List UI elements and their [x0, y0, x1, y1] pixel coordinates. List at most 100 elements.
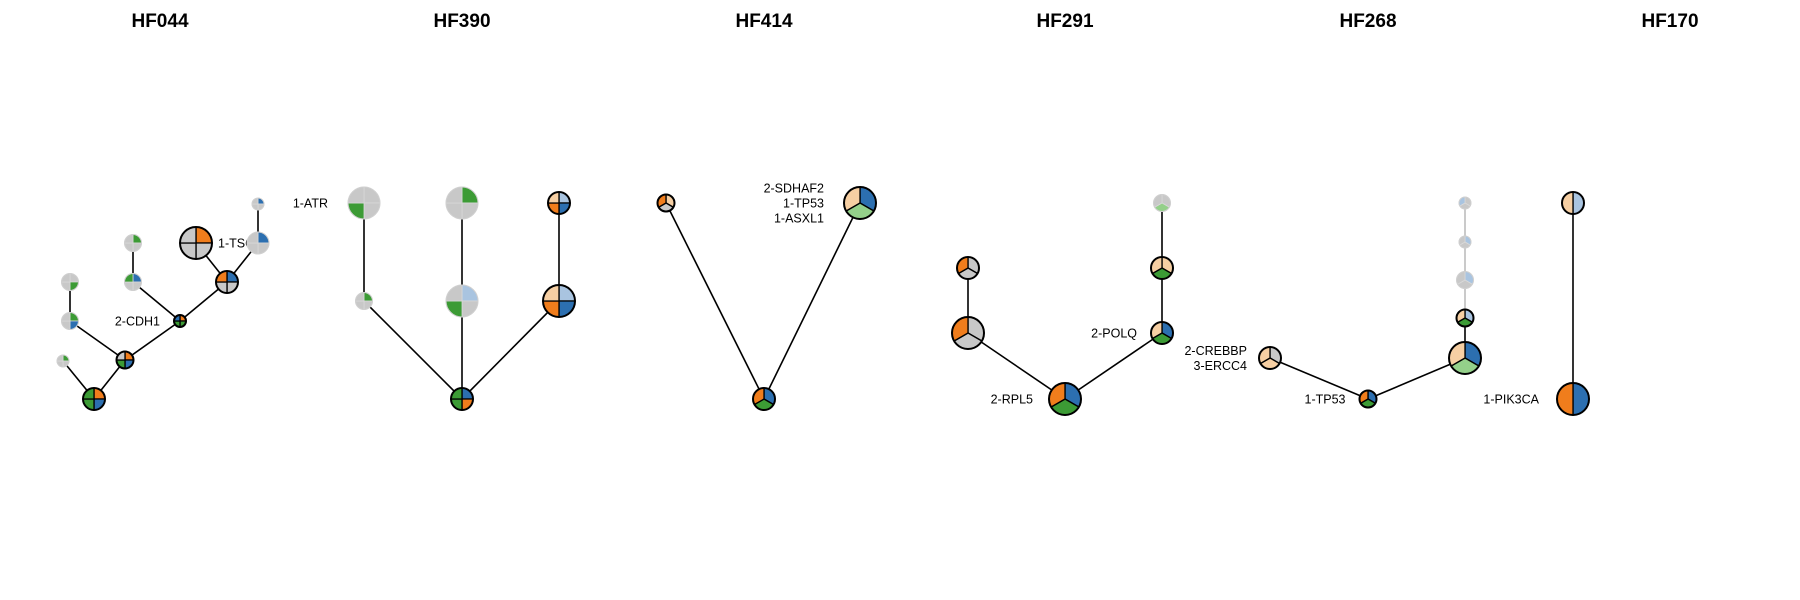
- clone-node-g[interactable]: [124, 234, 142, 252]
- tree-edge: [124, 320, 181, 361]
- mutation-label: 3-ERCC4: [1194, 359, 1248, 373]
- clone-node-b[interactable]: [956, 256, 980, 280]
- clone-node-r[interactable]: [450, 387, 474, 411]
- clone-node-e[interactable]: [1458, 235, 1472, 249]
- tree-edge: [461, 300, 560, 400]
- pie-slice: [1572, 191, 1585, 215]
- clone-node-c[interactable]: [445, 284, 479, 318]
- node-outline: [956, 256, 980, 280]
- clone-node-e[interactable]: [1153, 194, 1171, 212]
- clone-node-c[interactable]: [1150, 321, 1174, 345]
- node-outline: [542, 284, 576, 318]
- node-outline: [173, 314, 187, 328]
- node-outline: [1458, 196, 1472, 210]
- node-outline: [1455, 308, 1475, 328]
- clone-node-f[interactable]: [547, 191, 571, 215]
- node-outline: [1153, 194, 1171, 212]
- tree-edge: [763, 202, 861, 400]
- node-outline: [1258, 346, 1282, 370]
- node-outline: [347, 186, 381, 220]
- panel-title: HF044: [131, 11, 188, 32]
- panel-title: HF390: [433, 11, 490, 32]
- clone-node-k[interactable]: [251, 197, 265, 211]
- node-outline: [124, 234, 142, 252]
- node-outline: [115, 350, 135, 370]
- node-outline: [1556, 382, 1590, 416]
- tree-edge: [69, 320, 126, 361]
- clone-node-b[interactable]: [1448, 341, 1482, 375]
- clone-node-d[interactable]: [445, 186, 479, 220]
- clone-node-f[interactable]: [1458, 196, 1472, 210]
- clone-node-r[interactable]: [1358, 389, 1378, 409]
- clone-node-e[interactable]: [173, 314, 187, 328]
- node-outline: [450, 387, 474, 411]
- clone-node-a[interactable]: [56, 354, 70, 368]
- mutation-label: 1-ATR: [293, 197, 328, 211]
- node-outline: [124, 273, 142, 291]
- node-outline: [656, 193, 676, 213]
- mutation-label: 1-TP53: [1305, 393, 1346, 407]
- tree-panel-hf291: HF291 2-RPL5 2-POLQ: [951, 11, 1174, 416]
- clone-node-a[interactable]: [1561, 191, 1585, 215]
- clone-node-r[interactable]: [1048, 382, 1082, 416]
- clone-node-d[interactable]: [1150, 256, 1174, 280]
- pie-slice: [1561, 191, 1574, 215]
- clone-node-d[interactable]: [61, 273, 79, 291]
- node-outline: [1150, 256, 1174, 280]
- mutation-label: 2-POLQ: [1091, 327, 1137, 341]
- clone-node-e[interactable]: [542, 284, 576, 318]
- tree-edge: [665, 202, 765, 400]
- clone-node-r[interactable]: [82, 387, 106, 411]
- clone-node-b[interactable]: [843, 186, 877, 220]
- node-outline: [61, 273, 79, 291]
- clone-node-h[interactable]: [215, 270, 239, 294]
- node-outline: [951, 316, 985, 350]
- clone-node-j[interactable]: [246, 231, 270, 255]
- clone-node-a[interactable]: [355, 292, 373, 310]
- clone-node-c[interactable]: [1455, 308, 1475, 328]
- tree-edge: [1064, 332, 1163, 400]
- panel-title: HF414: [735, 11, 792, 32]
- clone-node-d[interactable]: [1456, 271, 1474, 289]
- clone-node-i[interactable]: [179, 226, 213, 260]
- node-outline: [251, 197, 265, 211]
- mutation-label: 1-TP53: [783, 197, 824, 211]
- clone-node-a[interactable]: [656, 193, 676, 213]
- mutation-label: 1-PIK3CA: [1483, 393, 1539, 407]
- node-outline: [355, 292, 373, 310]
- tree-edge: [1367, 357, 1466, 400]
- clone-node-b[interactable]: [347, 186, 381, 220]
- tree-edge: [967, 332, 1066, 400]
- clone-node-a[interactable]: [951, 316, 985, 350]
- pie-slice: [1556, 382, 1574, 416]
- clone-node-a[interactable]: [1258, 346, 1282, 370]
- node-outline: [1458, 235, 1472, 249]
- node-outline: [1456, 271, 1474, 289]
- tree-panel-hf390: HF390 1-ATR: [293, 11, 576, 411]
- node-outline: [1561, 191, 1585, 215]
- node-outline: [179, 226, 213, 260]
- node-outline: [547, 191, 571, 215]
- node-outline: [56, 354, 70, 368]
- clone-node-c[interactable]: [61, 312, 79, 330]
- node-outline: [61, 312, 79, 330]
- node-outline: [445, 186, 479, 220]
- node-outline: [1150, 321, 1174, 345]
- clone-node-b[interactable]: [115, 350, 135, 370]
- clone-node-r[interactable]: [752, 387, 776, 411]
- clone-node-f[interactable]: [124, 273, 142, 291]
- node-outline: [1448, 341, 1482, 375]
- mutation-label: 1-ASXL1: [774, 212, 824, 226]
- pie-slice: [1572, 382, 1590, 416]
- clone-node-r[interactable]: [1556, 382, 1590, 416]
- mutation-label: 2-SDHAF2: [764, 182, 824, 196]
- tree-edge: [1269, 357, 1369, 400]
- node-outline: [843, 186, 877, 220]
- tree-edge: [363, 300, 463, 400]
- panel-title: HF291: [1036, 11, 1093, 32]
- node-outline: [1358, 389, 1378, 409]
- panel-title: HF170: [1641, 11, 1698, 32]
- mutation-label: 2-RPL5: [991, 393, 1033, 407]
